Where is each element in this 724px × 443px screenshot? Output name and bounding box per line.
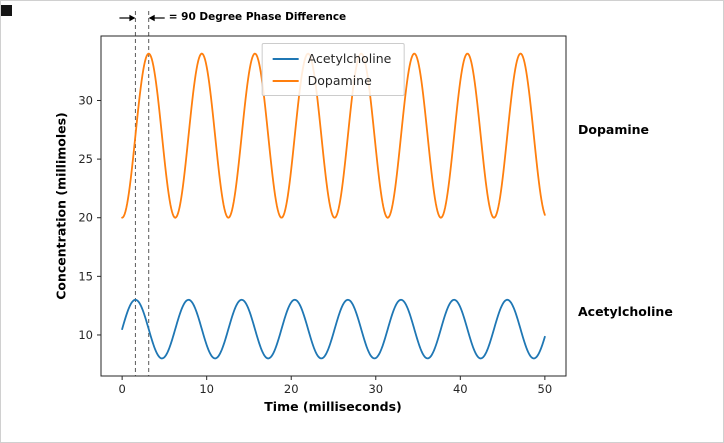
svg-text:30: 30 <box>368 382 383 396</box>
phase-annotation-text: = 90 Degree Phase Difference <box>168 11 347 23</box>
acetylcholine-line-swatch <box>272 57 299 60</box>
x-axis-label: Time (milliseconds) <box>264 399 402 414</box>
svg-text:25: 25 <box>78 152 93 166</box>
svg-text:10: 10 <box>199 382 214 396</box>
legend: Acetylcholine Dopamine <box>261 43 405 96</box>
legend-item-dopamine: Dopamine <box>272 73 392 88</box>
legend-item-acetylcholine: Acetylcholine <box>272 51 392 66</box>
svg-text:20: 20 <box>78 211 93 225</box>
svg-text:30: 30 <box>78 93 93 107</box>
right-label-acetylcholine: Acetylcholine <box>578 304 673 319</box>
corner-artifact <box>1 5 12 16</box>
right-label-dopamine: Dopamine <box>578 122 650 137</box>
svg-text:0: 0 <box>118 382 125 396</box>
svg-text:40: 40 <box>453 382 468 396</box>
legend-label-dopamine: Dopamine <box>307 73 372 88</box>
svg-text:20: 20 <box>284 382 299 396</box>
dopamine-line-swatch <box>272 79 299 82</box>
y-axis-label: Concentration (millimoles) <box>53 112 69 300</box>
legend-label-acetylcholine: Acetylcholine <box>307 51 392 66</box>
svg-text:50: 50 <box>538 382 553 396</box>
svg-text:10: 10 <box>78 328 93 342</box>
svg-text:15: 15 <box>78 269 93 283</box>
